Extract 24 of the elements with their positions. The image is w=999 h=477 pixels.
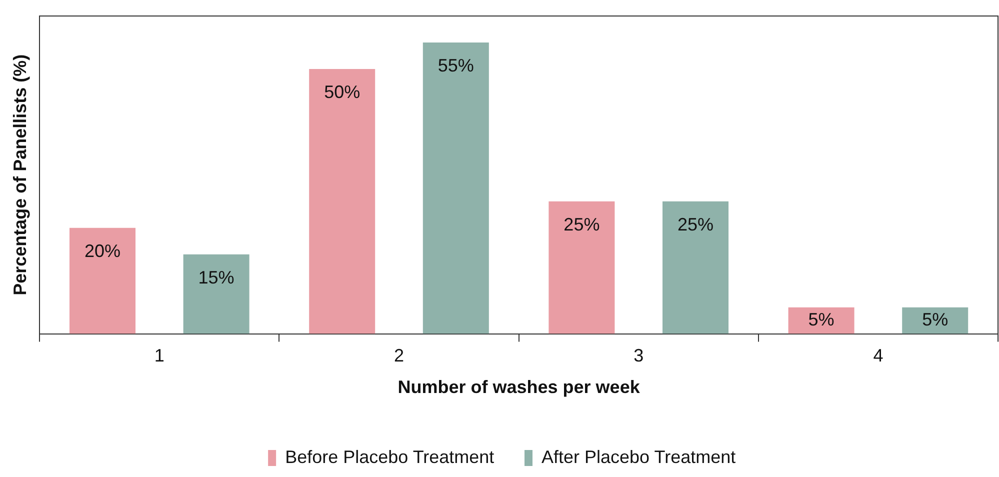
data-label: 50% [324,82,360,102]
x-tick-label: 1 [154,346,164,366]
legend-label: After Placebo Treatment [542,446,736,467]
x-tick-label: 4 [873,346,884,366]
bar [902,307,968,334]
bar [309,68,376,334]
y-axis-title: Percentage of Panellists (%) [10,54,30,296]
data-label: 5% [922,310,948,330]
bar [69,228,136,334]
bar [548,201,615,334]
bar [183,254,250,334]
bar [788,307,854,334]
data-label: 15% [198,267,234,288]
bar [662,201,729,334]
x-tick-label: 2 [394,346,404,366]
x-tick-label: 3 [634,346,644,366]
data-label: 20% [84,240,121,261]
bar [422,42,489,334]
legend-label: Before Placebo Treatment [285,446,494,467]
data-label: 5% [808,310,834,330]
data-label: 25% [564,214,600,234]
data-label: 25% [677,214,714,234]
data-label: 55% [438,55,474,76]
x-axis-title: Number of washes per week [398,377,641,398]
